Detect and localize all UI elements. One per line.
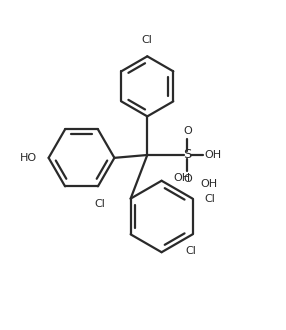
Text: OH: OH (204, 150, 222, 160)
Text: OH: OH (173, 173, 190, 183)
Text: O: O (183, 174, 192, 184)
Text: HO: HO (20, 153, 37, 163)
Text: Cl: Cl (186, 246, 196, 256)
Text: Cl: Cl (142, 35, 153, 46)
Text: S: S (183, 148, 192, 161)
Text: OH: OH (200, 179, 217, 188)
Text: Cl: Cl (204, 194, 215, 204)
Text: Cl: Cl (94, 199, 105, 209)
Text: O: O (183, 126, 192, 136)
